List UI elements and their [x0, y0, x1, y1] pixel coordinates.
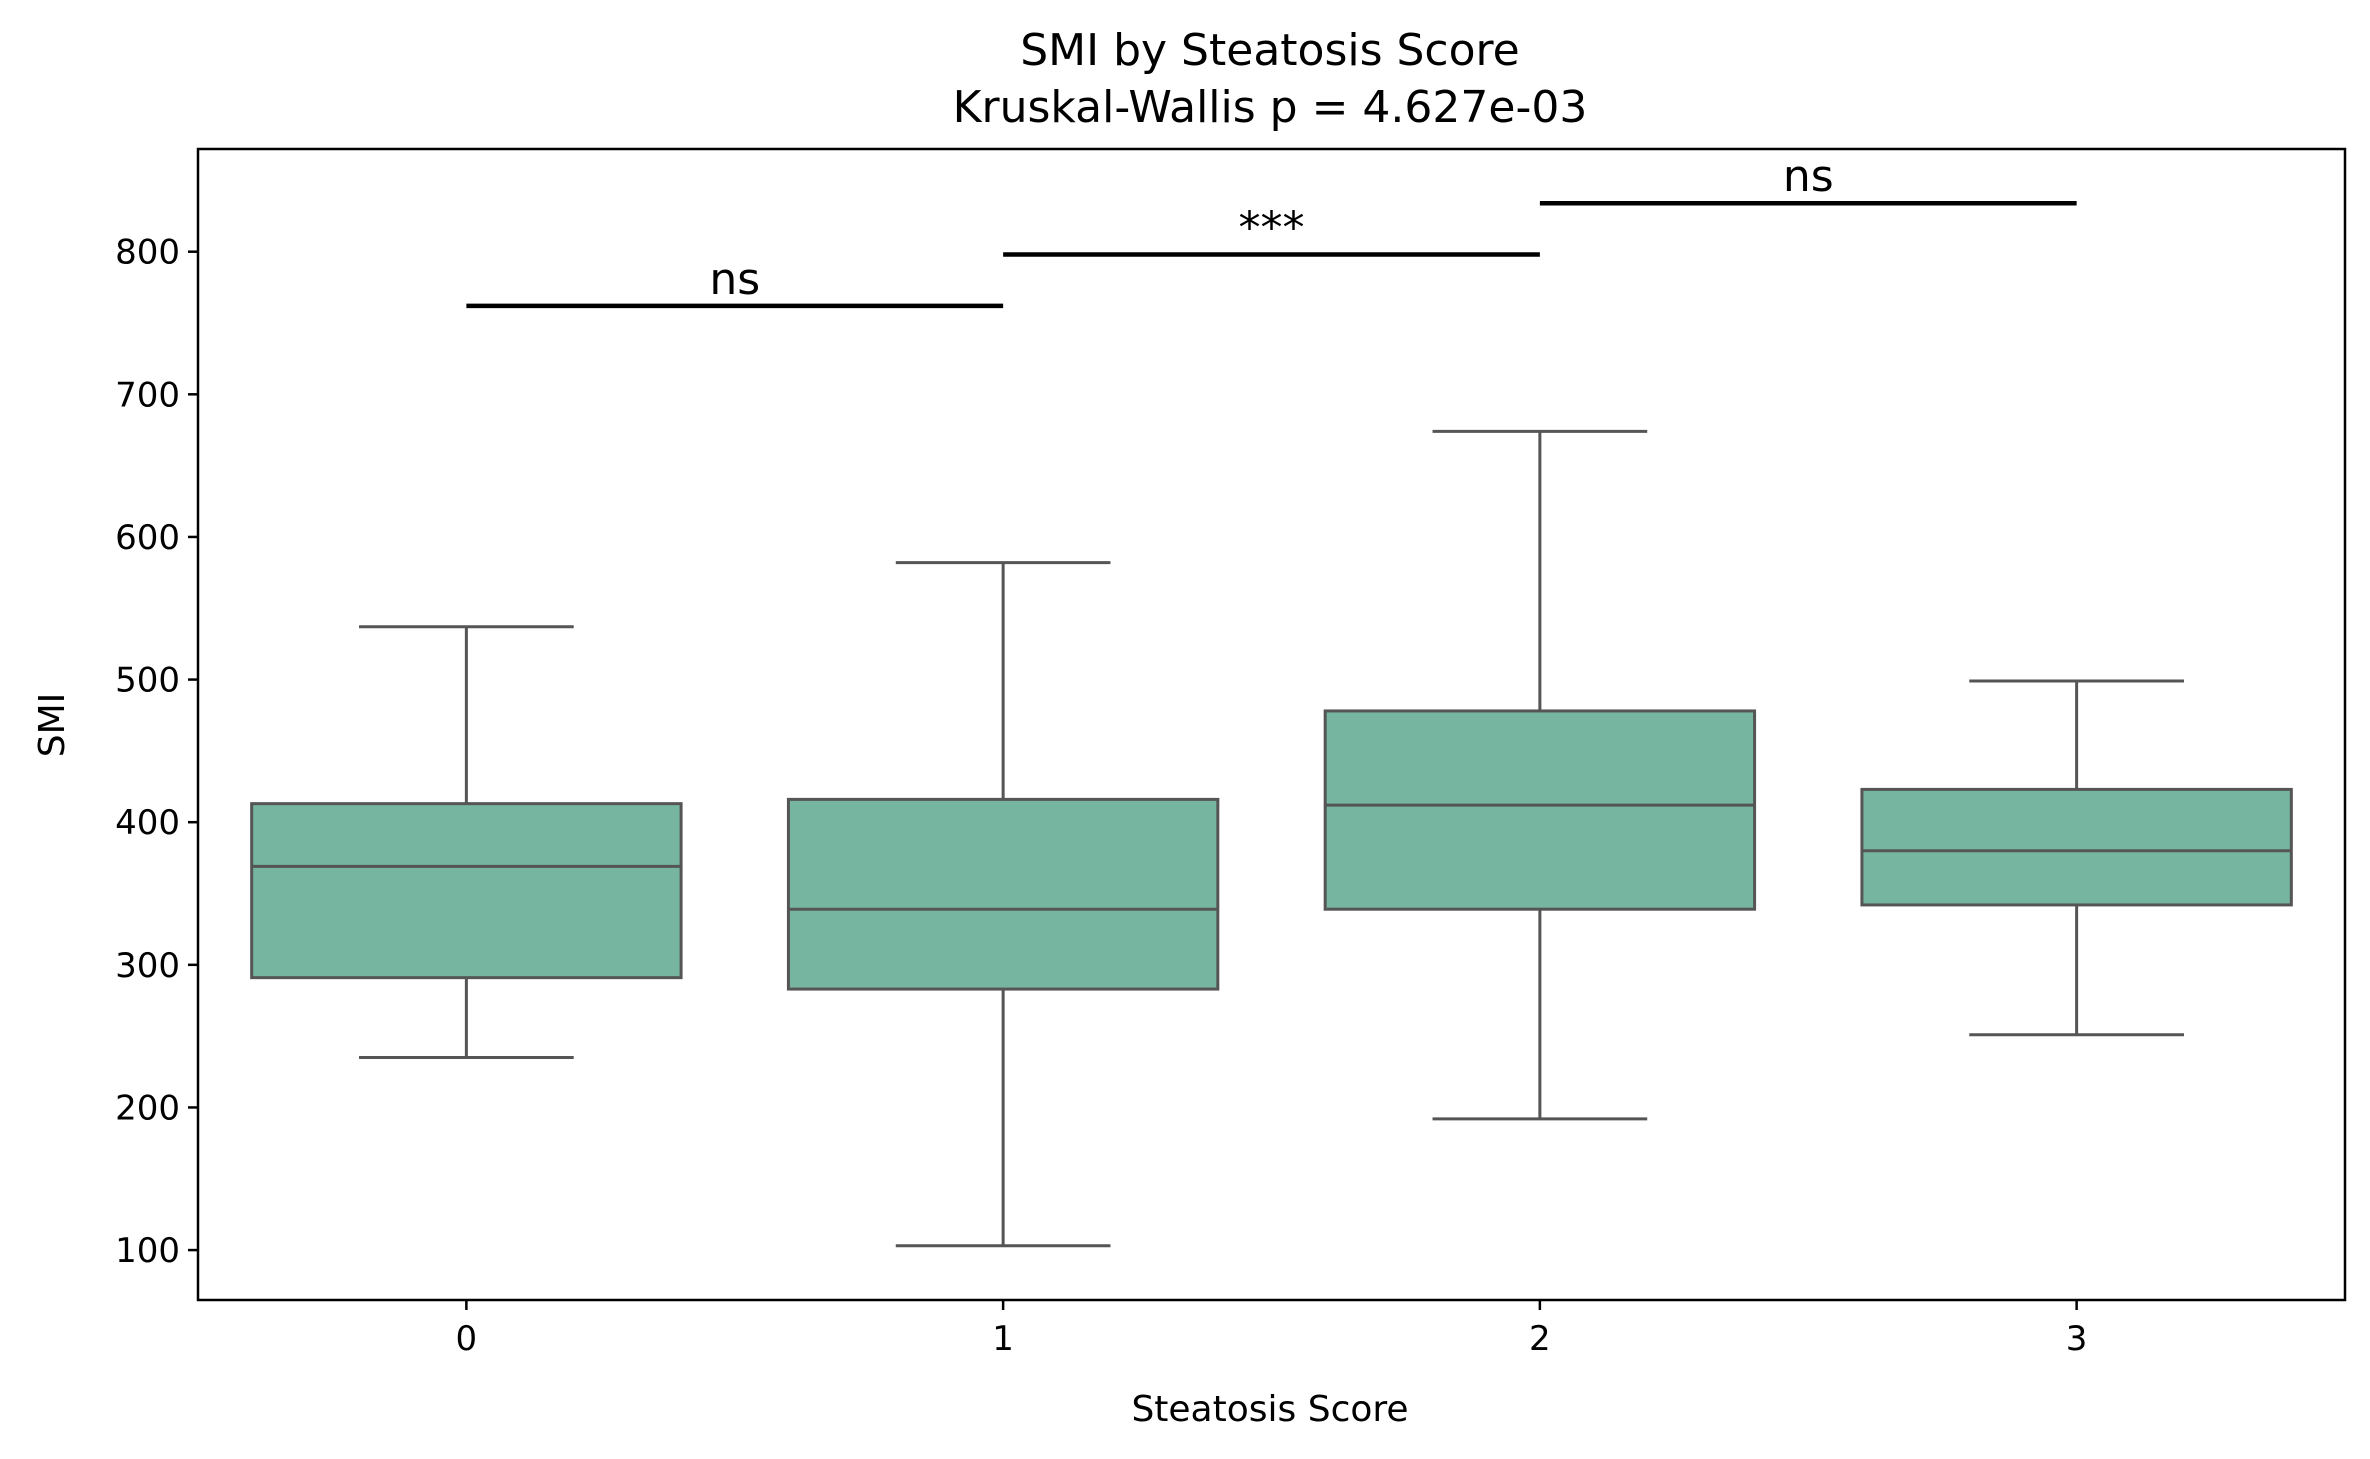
chart-subtitle: Kruskal-Wallis p = 4.627e-03: [953, 82, 1588, 133]
y-tick-label: 500: [115, 661, 180, 701]
significance-label: ns: [709, 254, 760, 305]
box-iqr: [1323, 709, 1757, 911]
box-iqr: [786, 797, 1220, 991]
chart-title: SMI by Steatosis Score: [1020, 25, 1520, 76]
x-tick-label: 1: [992, 1319, 1014, 1359]
plot-area: 100 200 300 400 500 600 700 800 0 1 2 3 ns *** ns: [115, 151, 2293, 1359]
y-tick-label: 100: [115, 1231, 180, 1271]
y-tick-label: 400: [115, 803, 180, 843]
box-iqr: [250, 802, 683, 980]
y-tick-label: 300: [115, 946, 180, 986]
significance-label: ns: [1783, 151, 1834, 202]
x-tick-label: 3: [2066, 1319, 2088, 1359]
plot-frame: [196, 147, 2347, 1302]
x-axis-label: Steatosis Score: [1131, 1389, 1408, 1430]
y-tick-label: 200: [115, 1088, 180, 1128]
significance-label: ***: [1239, 203, 1305, 254]
y-axis-label: SMI: [32, 693, 73, 758]
x-tick-label: 0: [456, 1319, 478, 1359]
y-tick-label: 700: [115, 375, 180, 415]
y-tick-label: 600: [115, 518, 180, 558]
box-iqr: [1860, 787, 2293, 907]
y-tick-label: 800: [115, 233, 180, 273]
x-tick-label: 2: [1529, 1319, 1551, 1359]
